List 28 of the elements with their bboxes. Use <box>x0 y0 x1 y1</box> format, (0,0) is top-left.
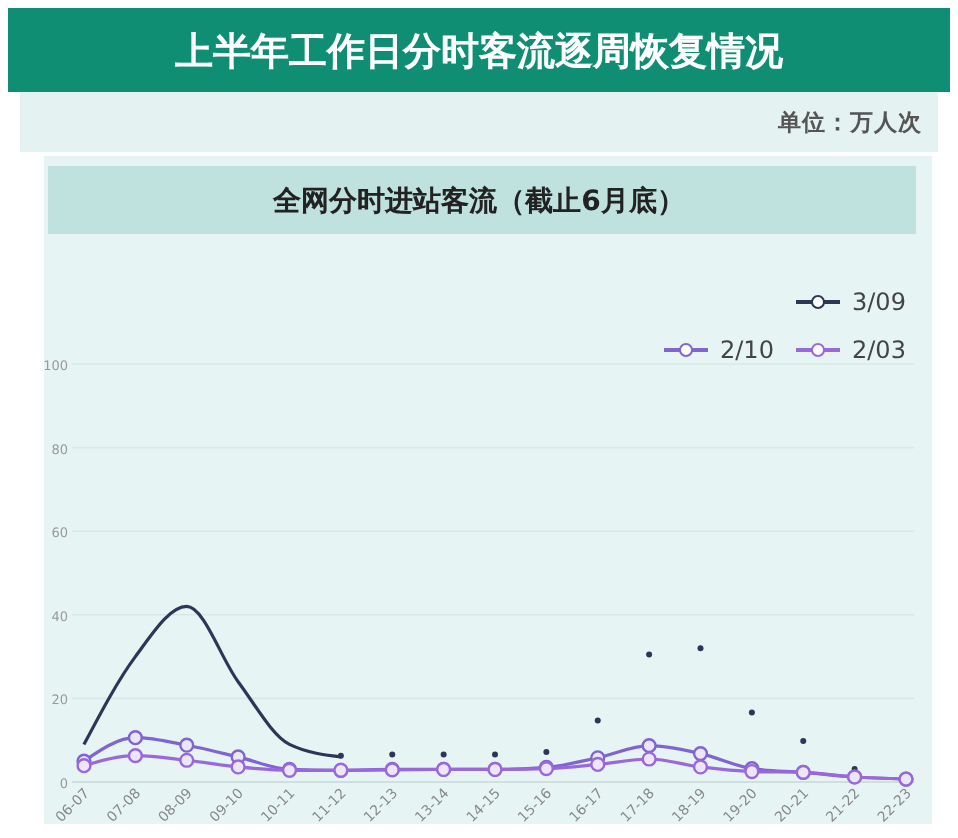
chart-title: 上半年工作日分时客流逐周恢复情况 <box>173 30 785 74</box>
point <box>692 745 709 762</box>
point <box>492 751 498 758</box>
point <box>692 759 709 775</box>
legend-label: 2/03 <box>852 336 906 364</box>
point <box>646 651 653 658</box>
point <box>543 748 550 755</box>
point <box>179 752 195 768</box>
point <box>594 717 601 724</box>
chart-subtitle: 全网分时进站客流（截止6月底） <box>271 184 685 218</box>
legend-label: 2/10 <box>720 336 774 364</box>
point <box>127 748 143 764</box>
point <box>76 758 92 774</box>
line-series <box>82 604 343 759</box>
point <box>748 709 755 716</box>
point <box>337 752 344 759</box>
point <box>230 759 246 775</box>
point <box>697 645 704 652</box>
point <box>179 737 195 753</box>
point <box>800 738 807 745</box>
legend-label: 3/09 <box>852 288 906 316</box>
point <box>440 751 447 758</box>
point <box>641 738 657 754</box>
point <box>127 730 143 746</box>
point <box>590 756 606 773</box>
point <box>389 751 396 758</box>
text: 单位：万人次 <box>776 108 924 136</box>
point <box>641 751 657 767</box>
